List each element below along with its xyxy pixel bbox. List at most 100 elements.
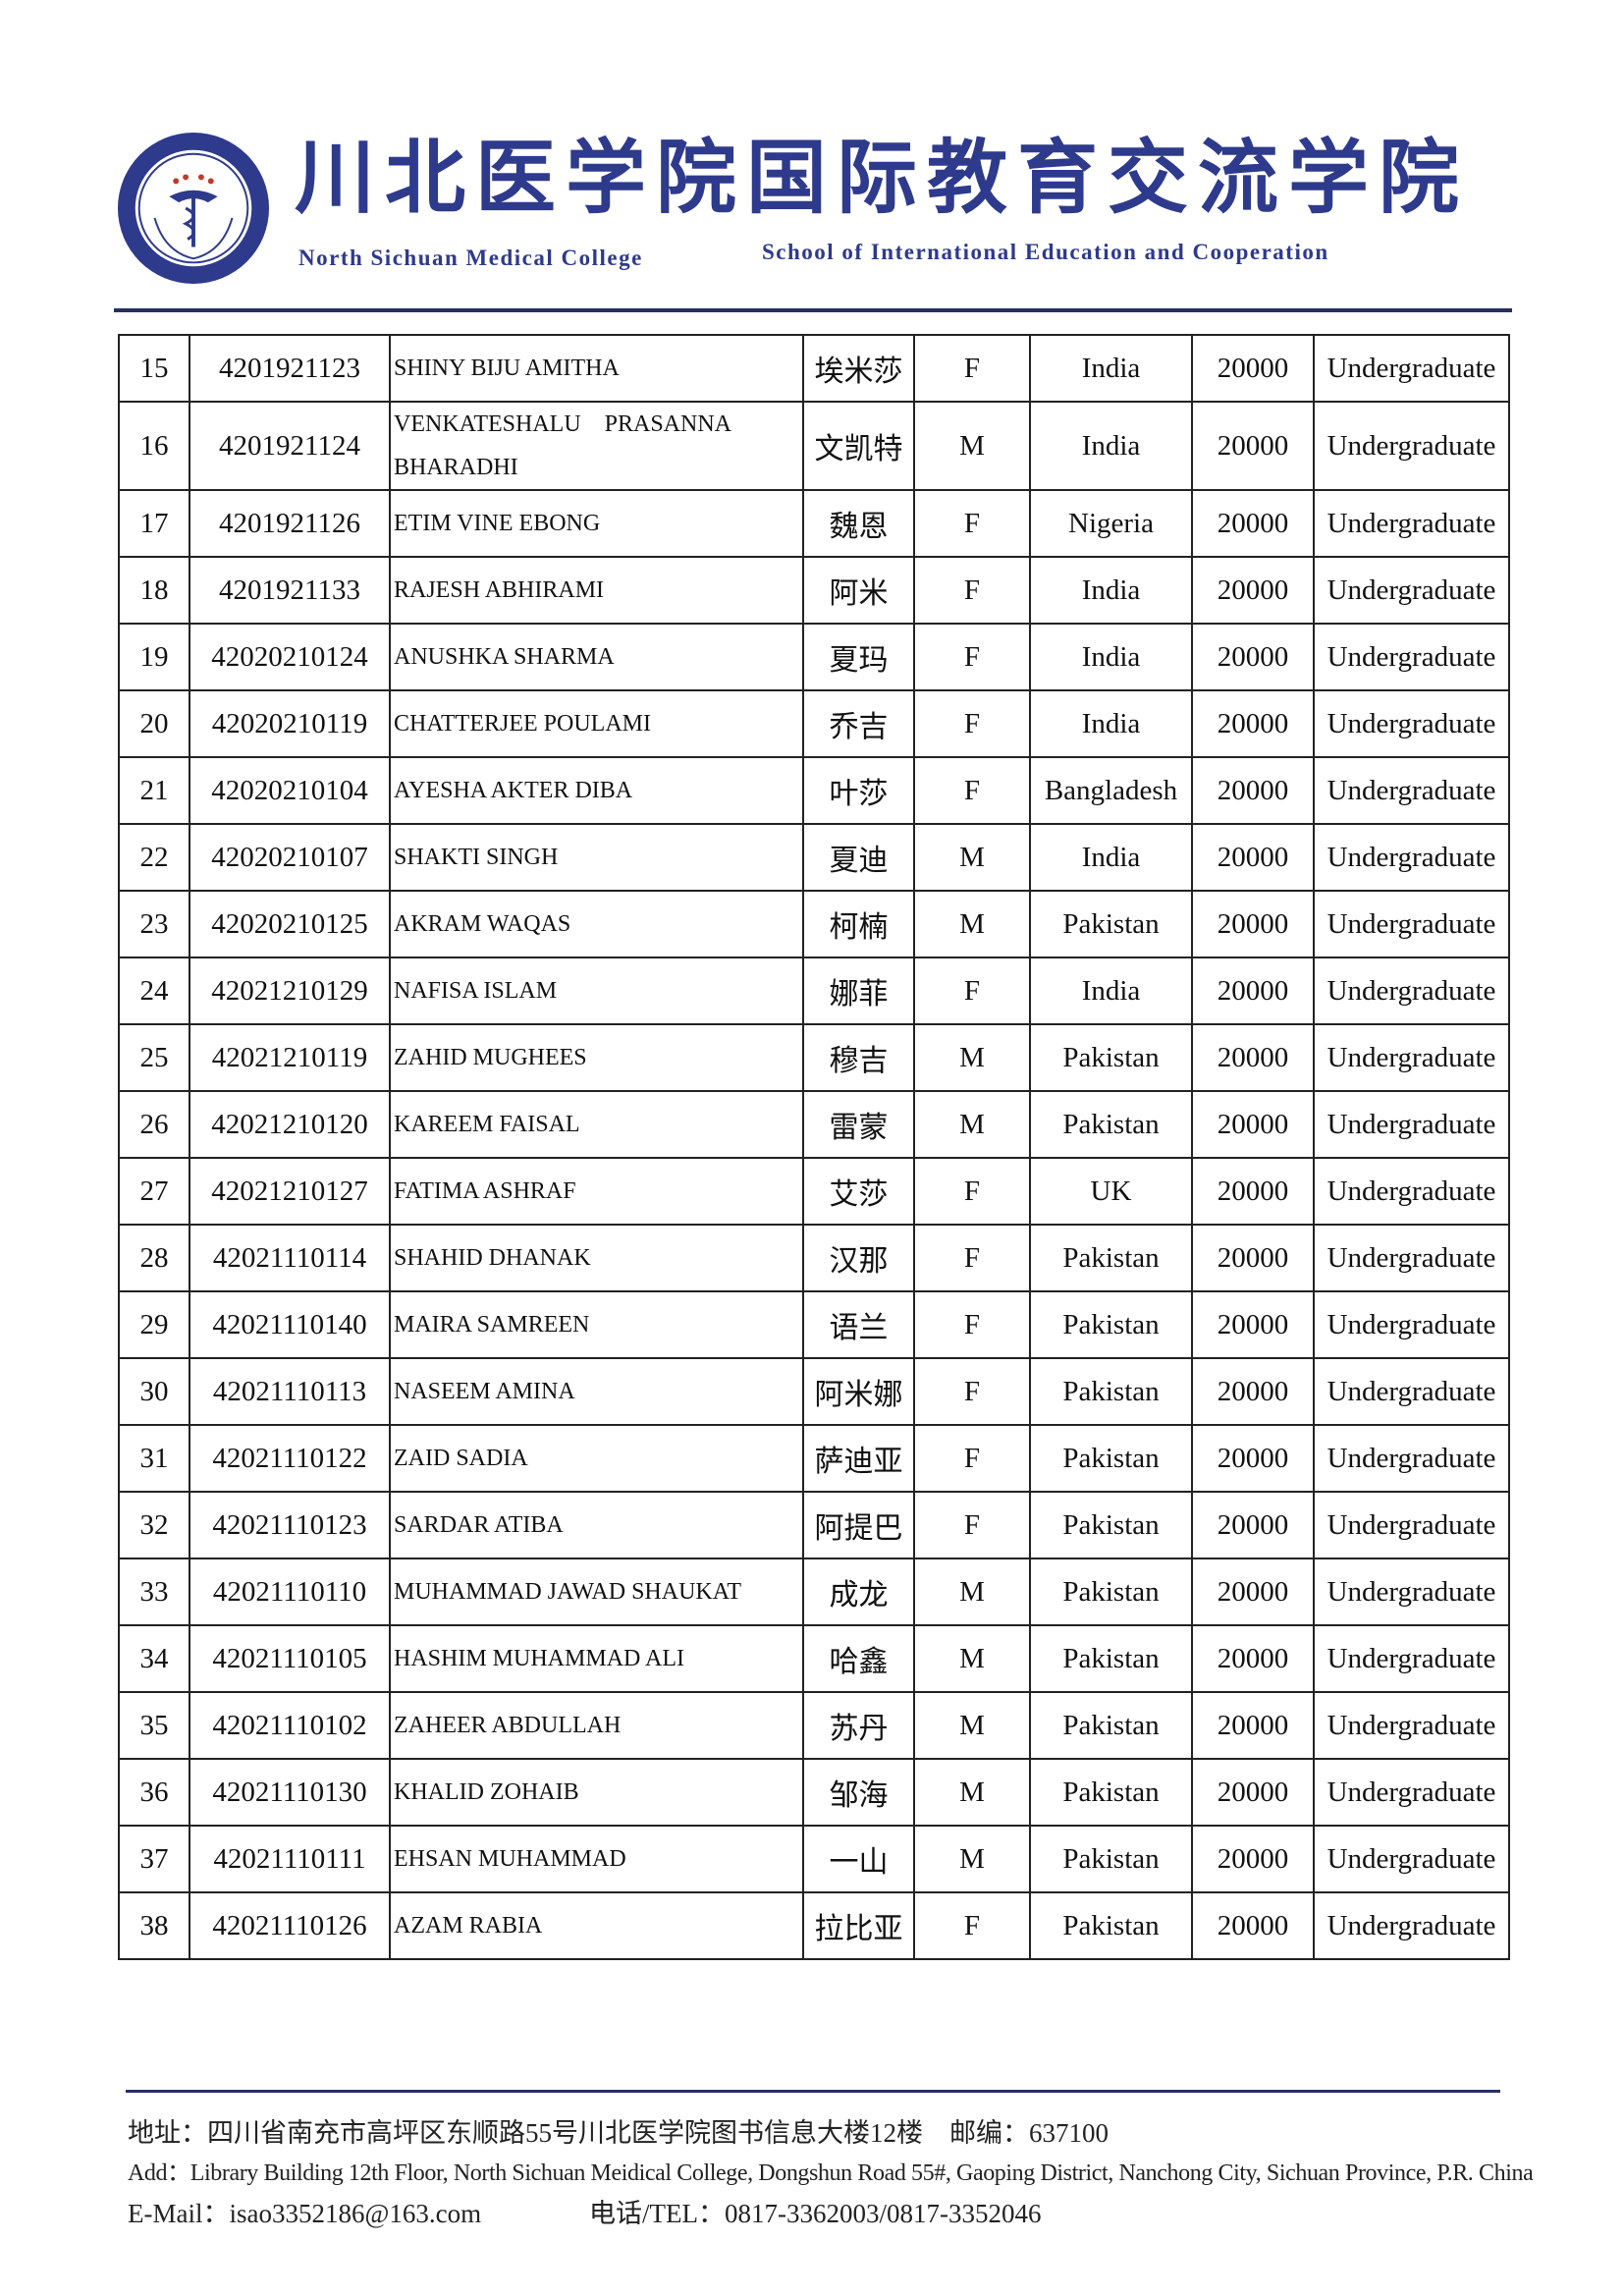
country-cell: Pakistan [1029,1290,1193,1359]
country-cell: India [1029,334,1193,403]
sex-cell: F [913,1357,1031,1426]
student-id-cell: 42021110122 [189,1424,391,1493]
sex-cell: M [913,823,1031,892]
education-level-cell: Undergraduate [1313,957,1510,1025]
student-id-cell: 42021110110 [189,1558,391,1626]
school-name-cn: 国际教育交流学院 [746,131,1470,225]
table-row: 37 42021110111 EHSAN MUHAMMAD 一山 M Pakistan 20… [118,1825,1510,1893]
table-row: 28 42021110114 SHAHID DHANAK 汉那 F Pakistan 200… [118,1224,1510,1292]
row-number-cell: 15 [118,334,190,403]
education-level-cell: Undergraduate [1313,1825,1510,1893]
student-id-cell: 4201921124 [189,401,391,491]
footer-address-cn: 地址：四川省南充市高坪区东顺路55号川北医学院图书信息大楼12楼 邮编：6371… [128,2118,1109,2148]
table-row: 21 42020210104 AYESHA AKTER DIBA 叶莎 F Banglad… [118,756,1510,825]
education-level-cell: Undergraduate [1313,556,1510,625]
sex-cell: M [913,890,1031,958]
sex-cell: F [913,756,1031,825]
table-row: 35 42021110102 ZAHEER ABDULLAH 苏丹 M Pakistan 2… [118,1691,1510,1760]
country-cell: Pakistan [1029,1624,1193,1693]
student-name-cell: EHSAN MUHAMMAD [389,1825,804,1893]
education-level-cell: Undergraduate [1313,1290,1510,1359]
tuition-fee-cell: 20000 [1191,1290,1315,1359]
sex-cell: F [913,623,1031,691]
row-number-cell: 36 [118,1758,190,1827]
chinese-name-cell: 文凯特 [802,401,915,491]
education-level-cell: Undergraduate [1313,623,1510,691]
education-level-cell: Undergraduate [1313,1090,1510,1159]
row-number-cell: 16 [118,401,190,491]
education-level-cell: Undergraduate [1313,1691,1510,1760]
chinese-name-cell: 拉比亚 [802,1891,915,1960]
country-cell: Pakistan [1029,1891,1193,1960]
country-cell: Pakistan [1029,1825,1193,1893]
header-divider [114,308,1512,312]
education-level-cell: Undergraduate [1313,890,1510,958]
tuition-fee-cell: 20000 [1191,334,1315,403]
footer-address-en: Add：Library Building 12th Floor, North S… [128,2160,1534,2186]
tuition-fee-cell: 20000 [1191,623,1315,691]
country-cell: India [1029,689,1193,758]
education-level-cell: Undergraduate [1313,489,1510,558]
student-table: 15 4201921123 SHINY BIJU AMITHA 埃米莎 F India 20… [118,334,1510,1960]
chinese-name-cell: 成龙 [802,1558,915,1626]
row-number-cell: 17 [118,489,190,558]
sex-cell: F [913,957,1031,1025]
row-number-cell: 32 [118,1491,190,1559]
table-row: 27 42021210127 FATIMA ASHRAF 艾莎 F UK 20000 Unde… [118,1157,1510,1226]
table-row: 15 4201921123 SHINY BIJU AMITHA 埃米莎 F India 20… [118,334,1510,403]
row-number-cell: 26 [118,1090,190,1159]
chinese-name-cell: 汉那 [802,1224,915,1292]
row-number-cell: 20 [118,689,190,758]
tuition-fee-cell: 20000 [1191,1157,1315,1226]
education-level-cell: Undergraduate [1313,1157,1510,1226]
table-row: 23 42020210125 AKRAM WAQAS 柯楠 M Pakistan 20000… [118,890,1510,958]
country-cell: India [1029,823,1193,892]
student-name-cell: NAFISA ISLAM [389,957,804,1025]
row-number-cell: 21 [118,756,190,825]
country-cell: Pakistan [1029,1090,1193,1159]
tuition-fee-cell: 20000 [1191,1224,1315,1292]
chinese-name-cell: 雷蒙 [802,1090,915,1159]
tuition-fee-cell: 20000 [1191,1090,1315,1159]
college-logo [117,132,270,285]
sex-cell: M [913,1558,1031,1626]
college-name-en: North Sichuan Medical College [298,246,643,270]
row-number-cell: 25 [118,1023,190,1092]
chinese-name-cell: 魏恩 [802,489,915,558]
footer-email: E-Mail：isao3352186@163.com [128,2199,482,2228]
row-number-cell: 22 [118,823,190,892]
table-row: 31 42021110122 ZAID SADIA 萨迪亚 F Pakistan 20000… [118,1424,1510,1493]
table-row: 19 42020210124 ANUSHKA SHARMA 夏玛 F India 20000… [118,623,1510,691]
row-number-cell: 29 [118,1290,190,1359]
student-name-cell: AYESHA AKTER DIBA [389,756,804,825]
education-level-cell: Undergraduate [1313,1758,1510,1827]
row-number-cell: 35 [118,1691,190,1760]
table-row: 24 42021210129 NAFISA ISLAM 娜菲 F India 20000 Un… [118,957,1510,1025]
country-cell: Pakistan [1029,1357,1193,1426]
student-name-cell: FATIMA ASHRAF [389,1157,804,1226]
row-number-cell: 23 [118,890,190,958]
tuition-fee-cell: 20000 [1191,1424,1315,1493]
sex-cell: M [913,401,1031,491]
sex-cell: M [913,1624,1031,1693]
sex-cell: F [913,334,1031,403]
tuition-fee-cell: 20000 [1191,489,1315,558]
education-level-cell: Undergraduate [1313,1023,1510,1092]
country-cell: India [1029,401,1193,491]
student-id-cell: 4201921123 [189,334,391,403]
row-number-cell: 28 [118,1224,190,1292]
table-row: 38 42021110126 AZAM RABIA 拉比亚 F Pakistan 20000… [118,1891,1510,1960]
student-name-cell: ZAID SADIA [389,1424,804,1493]
student-id-cell: 42021110113 [189,1357,391,1426]
student-name-cell: RAJESH ABHIRAMI [389,556,804,625]
row-number-cell: 31 [118,1424,190,1493]
country-cell: Pakistan [1029,890,1193,958]
student-id-cell: 42021210129 [189,957,391,1025]
tuition-fee-cell: 20000 [1191,756,1315,825]
student-name-cell: AKRAM WAQAS [389,890,804,958]
table-row: 34 42021110105 HASHIM MUHAMMAD ALI 哈鑫 M Pakis… [118,1624,1510,1693]
table-row: 36 42021110130 KHALID ZOHAIB 邹海 M Pakistan 200… [118,1758,1510,1827]
student-id-cell: 42021110114 [189,1224,391,1292]
chinese-name-cell: 语兰 [802,1290,915,1359]
row-number-cell: 19 [118,623,190,691]
